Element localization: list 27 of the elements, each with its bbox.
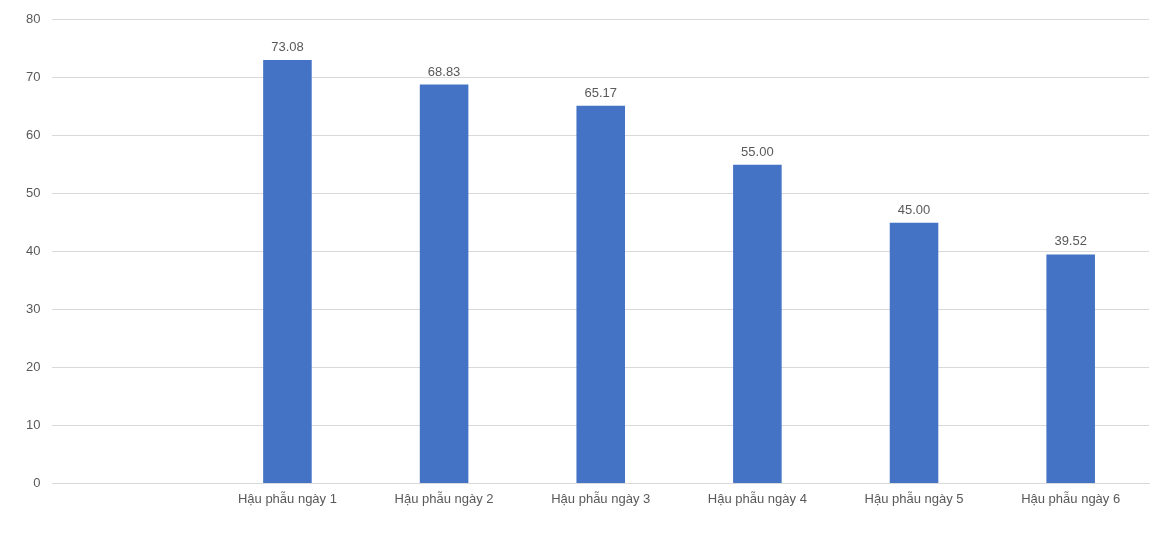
y-tick-label: 50	[25, 185, 41, 201]
data-label: 68.83	[427, 63, 461, 79]
y-tick-label: 20	[25, 359, 41, 375]
bar	[576, 105, 626, 483]
bar	[419, 84, 469, 483]
y-tick-label: 40	[25, 243, 41, 259]
data-label: 39.52	[1054, 233, 1087, 249]
x-tick-label: Hậu phẫu ngày 2	[394, 490, 494, 506]
y-tick-label: 70	[25, 69, 41, 85]
x-tick-label: Hậu phẫu ngày 4	[707, 490, 807, 506]
data-label: 45.00	[897, 201, 931, 217]
x-tick-label: Hậu phẫu ngày 6	[1021, 490, 1121, 506]
x-tick-label: Hậu phẫu ngày 5	[864, 490, 964, 506]
y-tick-label: 60	[25, 127, 41, 143]
data-label: 55.00	[741, 143, 774, 159]
bar	[1046, 254, 1095, 483]
x-tick-label: Hậu phẫu ngày 3	[551, 490, 651, 506]
data-label: 65.17	[584, 84, 617, 100]
y-tick-label: 30	[25, 301, 41, 317]
y-tick-label: 10	[25, 417, 41, 433]
bar	[889, 222, 939, 483]
x-tick-label: Hậu phẫu ngày 1	[237, 490, 337, 506]
data-label: 73.08	[271, 38, 304, 54]
y-tick-label: 80	[25, 11, 41, 27]
bar	[733, 164, 782, 483]
bar	[263, 59, 312, 483]
y-tick-label: 0	[33, 474, 41, 490]
